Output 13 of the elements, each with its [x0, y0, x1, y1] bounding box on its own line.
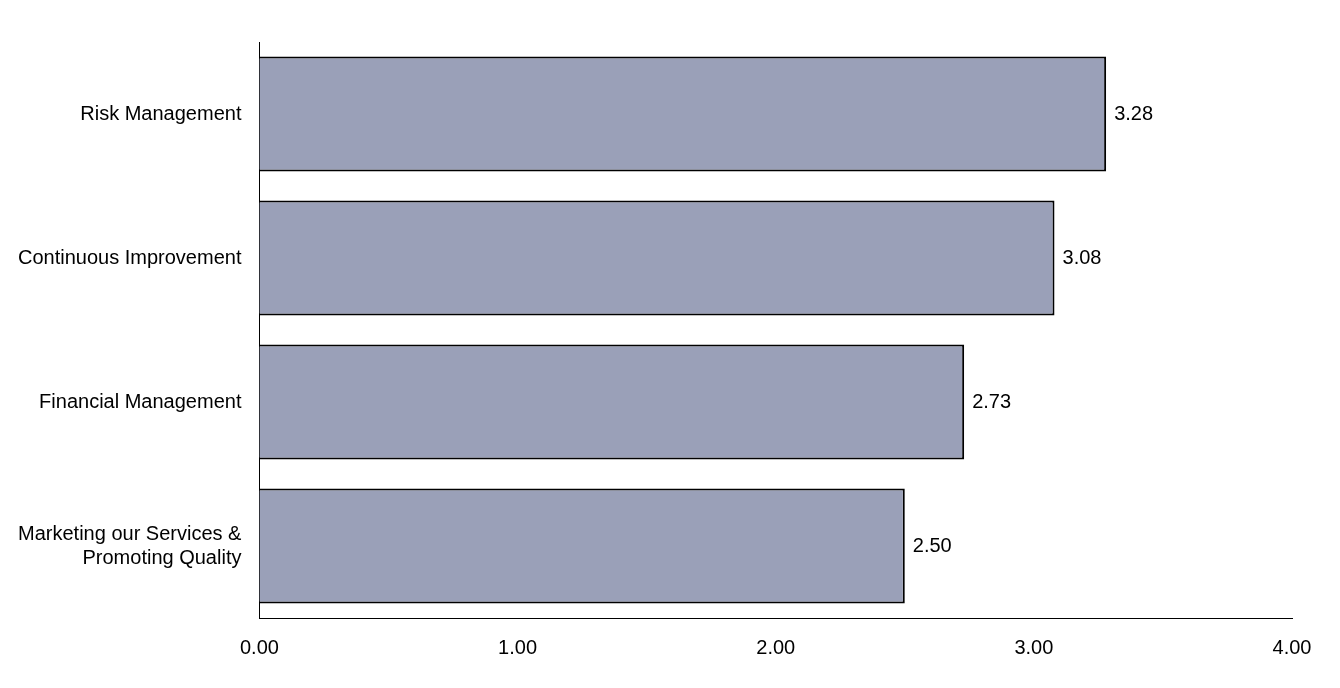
- y-tick-label: Marketing our Services & Promoting Quality: [18, 521, 243, 568]
- y-tick-label: Risk Management: [80, 101, 242, 124]
- y-tick-label: Financial Management: [39, 389, 242, 412]
- x-tick-label: 3.00: [1014, 635, 1054, 658]
- x-tick-label: 2.00: [756, 635, 796, 658]
- x-tick-label: 4.00: [1272, 635, 1312, 658]
- x-tick-label: 0.00: [239, 635, 279, 658]
- data-label: 3.28: [1114, 101, 1154, 124]
- x-tick-label: 1.00: [498, 635, 538, 658]
- y-tick-label: Continuous Improvement: [17, 245, 242, 268]
- data-label: 3.08: [1062, 245, 1102, 268]
- data-label: 2.73: [972, 389, 1012, 412]
- data-label: 2.50: [912, 533, 952, 556]
